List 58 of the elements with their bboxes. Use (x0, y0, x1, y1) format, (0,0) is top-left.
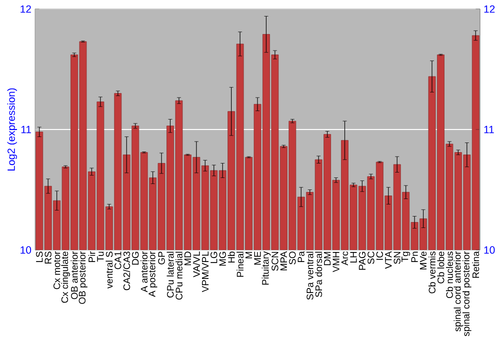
x-tick-label: GP (158, 252, 165, 264)
x-tick-label: Pineal (236, 252, 244, 277)
x-tick-label: Cb nucleus (446, 252, 453, 298)
x-tick-label: ventral S (106, 252, 113, 289)
x-tick-label: Pituitary (262, 251, 271, 285)
x-tick-label: DG (132, 252, 139, 265)
x-tick-label: PAG (358, 252, 366, 270)
x-tick-label: CPu medial (175, 252, 182, 300)
x-tick-label: CA1 (114, 252, 122, 270)
x-tick-label: DM (324, 252, 331, 266)
x-tick-label: SC (368, 252, 374, 264)
x-tick-label: RS (44, 252, 52, 264)
x-tick-label: SCN (272, 252, 278, 271)
x-tick-label: LH (350, 252, 357, 263)
x-tick-label: Tg (402, 252, 410, 262)
x-tick-label: Tu (97, 252, 104, 262)
x-tick-label: SN (394, 252, 400, 264)
x-tick-label: Pir (88, 251, 96, 262)
x-tick-label: Pa (298, 251, 304, 262)
x-tick-label: SPa dorsal (315, 252, 322, 298)
x-tick-label: LS (36, 252, 43, 262)
y-tick-label: 10 (20, 246, 32, 254)
y-tick-label: 12 (20, 5, 31, 13)
x-tick-label: Retina (472, 251, 480, 278)
x-tick-label: IC (376, 252, 384, 260)
x-tick-label: VA/VL (192, 252, 200, 278)
x-tick-label: CPu lateral (166, 252, 174, 298)
x-tick-label: Cb lobe (437, 252, 444, 284)
x-tick-label: MVe (420, 252, 427, 270)
x-tick-label: OB posterior (78, 251, 88, 304)
x-tick-label: spinal cord anterior (454, 251, 463, 332)
x-tick-label: Cb vermis (428, 252, 436, 294)
x-tick-label: VTA (385, 251, 392, 269)
x-tick-label: A anterior (140, 251, 148, 292)
y2-tick-label: 11 (484, 126, 494, 134)
x-tick-label: MPA (280, 251, 287, 270)
x-tick-label: CA2/CA3 (123, 252, 130, 290)
x-tick-label: SO (289, 252, 296, 264)
x-tick-label: MD (184, 252, 191, 266)
x-tick-label: Hb (228, 252, 235, 263)
x-tick-label: OB anterior (70, 251, 78, 300)
x-tick-label: VPM/VPL (202, 252, 209, 292)
x-tick-label: MG (219, 252, 226, 266)
x-tick-label: LG (210, 252, 218, 264)
x-tick-label: SPa ventral (306, 252, 314, 300)
x-tick-label: Arc (341, 251, 348, 266)
x-tick-label: M (246, 252, 252, 258)
y-axis-title: Log2 (expression) (7, 88, 17, 171)
x-tick-label: Cx motor (53, 251, 60, 290)
x-tick-label: Pn (411, 252, 418, 262)
x-tick-label: spinal cord posterior (462, 251, 472, 336)
x-tick-label: A posterior (148, 251, 158, 297)
y2-tick-label: 10 (484, 246, 495, 254)
y2-tick-label: 12 (484, 5, 495, 13)
x-tick-label: VMH (332, 252, 340, 272)
x-tick-label: Cx cingulate (61, 252, 70, 303)
x-tick-label: ME (254, 252, 261, 265)
y-tick-label: 11 (21, 126, 31, 134)
